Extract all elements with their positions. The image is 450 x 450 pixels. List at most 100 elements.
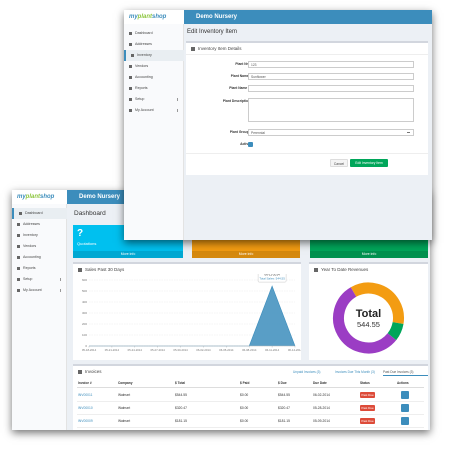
cell: $0.00 bbox=[240, 393, 249, 397]
logo-part: shop bbox=[40, 194, 55, 200]
sidebar-arrow bbox=[177, 98, 179, 101]
stat-footer[interactable]: More info bbox=[192, 251, 300, 258]
sidebar-icon bbox=[129, 65, 132, 68]
more-info-link[interactable]: More info bbox=[120, 252, 136, 256]
panel-title: Inventory Item Details bbox=[198, 46, 242, 51]
column-header: Status bbox=[360, 381, 370, 385]
sidebar-label: Vendors bbox=[23, 244, 37, 248]
sidebar-item[interactable]: My Account bbox=[124, 105, 184, 116]
sidebar-item[interactable]: Inventory bbox=[124, 50, 184, 61]
cell: $544.55 bbox=[175, 393, 187, 397]
panel-icon bbox=[314, 268, 318, 272]
sidebar-icon bbox=[129, 98, 132, 101]
tooltip-text: Total Sales: 544.55 bbox=[259, 277, 285, 281]
sidebar-item[interactable]: Reports bbox=[12, 263, 67, 274]
submit-button[interactable]: Edit Inventory Item bbox=[350, 159, 388, 167]
panel: Inventory Item Details Plant Nr.* 123 Plant… bbox=[186, 41, 428, 175]
input-value: Perennial bbox=[251, 131, 265, 135]
text-input[interactable]: 123 bbox=[248, 61, 414, 68]
y-tick-label: 300 bbox=[82, 311, 87, 315]
invoice-link[interactable]: INV00009 bbox=[78, 419, 93, 423]
invoice-link[interactable]: INV00010 bbox=[78, 406, 93, 410]
more-info-link[interactable]: More info bbox=[238, 252, 254, 256]
sidebar-item[interactable]: Accounting bbox=[124, 72, 184, 83]
column-header: Actions bbox=[397, 381, 409, 385]
logo[interactable]: myplantshop bbox=[124, 10, 184, 24]
panel-icon bbox=[191, 47, 195, 51]
panel: Sales Past 30 Days 0 100 200 300 400 500 600 05-… bbox=[73, 262, 301, 360]
cancel-button[interactable]: Cancel bbox=[330, 159, 348, 167]
sidebar-item[interactable]: Dashboard bbox=[124, 28, 184, 39]
sidebar-label: Accounting bbox=[135, 75, 153, 79]
sidebar-item[interactable]: Vendors bbox=[124, 61, 184, 72]
cell: 05-28-2014 bbox=[313, 406, 330, 410]
sidebar-label: Addresses bbox=[135, 42, 152, 46]
sidebar-icon bbox=[129, 43, 132, 46]
action-button[interactable] bbox=[401, 417, 409, 425]
tab[interactable]: Unpaid Invoices (3) bbox=[293, 370, 321, 374]
textarea[interactable] bbox=[248, 98, 414, 122]
action-button[interactable] bbox=[401, 391, 409, 399]
invoice-link[interactable]: INV00011 bbox=[78, 393, 93, 397]
sidebar-item[interactable]: Accounting bbox=[12, 252, 67, 263]
sidebar-arrow bbox=[60, 278, 62, 281]
panel: Year To Date Revenues Total 544.55 bbox=[309, 262, 428, 360]
donut-center-label: Total bbox=[356, 308, 381, 320]
more-info-link[interactable]: More info bbox=[361, 252, 377, 256]
sidebar-item[interactable]: Addresses bbox=[124, 39, 184, 50]
checkbox[interactable] bbox=[248, 142, 253, 147]
donut-center-value: 544.55 bbox=[357, 320, 380, 329]
x-tick-label: 06-14-2014 bbox=[288, 348, 301, 352]
cell: Walmart bbox=[118, 393, 131, 397]
stat-footer[interactable]: More info bbox=[310, 251, 428, 258]
y-tick-label: 200 bbox=[82, 322, 87, 326]
sidebar-icon bbox=[129, 109, 132, 112]
sidebar-item[interactable]: Setup bbox=[12, 274, 67, 285]
sidebar-icon bbox=[17, 289, 20, 292]
x-tick-label: 05-21-2014 bbox=[105, 348, 120, 352]
sidebar-label: Reports bbox=[23, 266, 36, 270]
text-input[interactable] bbox=[248, 85, 414, 92]
y-tick-label: 0 bbox=[85, 344, 87, 348]
select-input[interactable]: Perennial bbox=[248, 129, 414, 136]
tooltip-date: 06-11-2014 bbox=[265, 274, 280, 276]
field-label: Plant Nr.* bbox=[235, 62, 250, 66]
stat-footer[interactable]: More info bbox=[73, 251, 183, 258]
sidebar-item[interactable]: Setup bbox=[124, 94, 184, 105]
tab[interactable]: Past Due Invoices (3) bbox=[383, 368, 428, 376]
text-input[interactable]: Sunflower bbox=[248, 73, 414, 80]
panel-icon bbox=[78, 370, 82, 374]
tab[interactable]: Invoices Due This Month (3) bbox=[335, 370, 375, 374]
stat-value: ? bbox=[77, 228, 84, 239]
sidebar-icon bbox=[17, 267, 20, 270]
cell: $181.15 bbox=[278, 419, 290, 423]
sidebar-item[interactable]: Reports bbox=[124, 83, 184, 94]
column-header: $ Paid bbox=[240, 381, 250, 385]
cell: $544.55 bbox=[278, 393, 290, 397]
cell: $0.00 bbox=[240, 406, 249, 410]
x-tick-label: 05-24-2014 bbox=[128, 348, 143, 352]
logo-part: shop bbox=[152, 14, 167, 20]
column-header: Company bbox=[118, 381, 133, 385]
sidebar-icon bbox=[17, 234, 20, 237]
x-tick-label: 06-11-2014 bbox=[265, 348, 280, 352]
sidebar-item[interactable]: Inventory bbox=[12, 230, 67, 241]
sidebar-label: Addresses bbox=[23, 222, 40, 226]
sidebar-item[interactable]: My Account bbox=[12, 285, 67, 296]
sidebar-label: Reports bbox=[135, 86, 148, 90]
sidebar-item[interactable]: Dashboard bbox=[12, 208, 67, 219]
y-tick-label: 100 bbox=[82, 333, 87, 337]
sidebar-label: My Account bbox=[135, 108, 154, 112]
sidebar-icon bbox=[17, 256, 20, 259]
logo[interactable]: myplantshop bbox=[12, 190, 67, 204]
top-header bbox=[124, 10, 432, 24]
column-header: Invoice # bbox=[78, 381, 92, 385]
sidebar-label: Dashboard bbox=[135, 31, 153, 35]
sidebar-icon bbox=[129, 87, 132, 90]
sidebar-icon bbox=[17, 278, 20, 281]
sidebar-item[interactable]: Addresses bbox=[12, 219, 67, 230]
action-button[interactable] bbox=[401, 404, 409, 412]
sidebar-item[interactable]: Vendors bbox=[12, 241, 67, 252]
